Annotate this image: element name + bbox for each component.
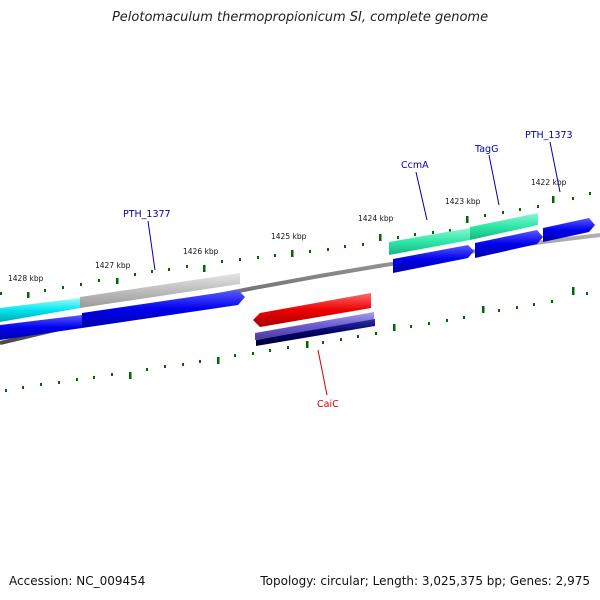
gene-caic-feature[interactable] [253,293,371,327]
ruler-label: 1422 kbp [531,178,567,187]
cds-reverse-navy[interactable] [256,319,375,346]
cds-forward-1[interactable] [0,315,82,340]
gene-ccma-feature[interactable] [389,228,470,255]
cds-forward-4[interactable] [475,230,543,258]
upper-ruler [0,192,591,298]
accession-text: Accession: NC_009454 [9,574,146,588]
cds-forward-5[interactable] [543,218,595,242]
gene-tagg-feature[interactable] [470,213,538,240]
ruler-label: 1424 kbp [358,214,394,223]
gene-pth1377-feature[interactable] [80,273,240,308]
genome-summary-text: Topology: circular; Length: 3,025,375 bp… [260,574,590,588]
gene-label-caic: CaiC [317,399,339,410]
ruler-label: 1427 kbp [95,261,131,270]
ruler-label: 1426 kbp [183,247,219,256]
genome-title: Pelotomaculum thermopropionicum SI, comp… [111,10,489,25]
leader-pth1377 [147,220,156,271]
gene-label-ccma: CcmA [401,160,429,171]
gene-label-pth1373: PTH_1373 [525,130,573,141]
gene-cyan-feature[interactable] [0,298,80,322]
cds-forward-2[interactable] [82,290,245,328]
leader-caic [317,349,328,396]
upper-ruler-labels: 1428 kbp 1427 kbp 1426 kbp 1425 kbp 1424… [8,178,567,283]
gene-label-tagg: TagG [474,144,498,155]
leader-tagg [488,154,500,206]
leader-ccma [415,171,428,221]
lower-ruler [5,287,588,392]
gene-label-pth1377: PTH_1377 [123,209,171,220]
leader-pth1373 [549,141,561,193]
ruler-label: 1423 kbp [445,197,481,206]
ruler-label: 1428 kbp [8,274,44,283]
cds-reverse-slate[interactable] [255,312,374,340]
cds-forward-3[interactable] [393,245,474,273]
ruler-label: 1425 kbp [271,232,307,241]
